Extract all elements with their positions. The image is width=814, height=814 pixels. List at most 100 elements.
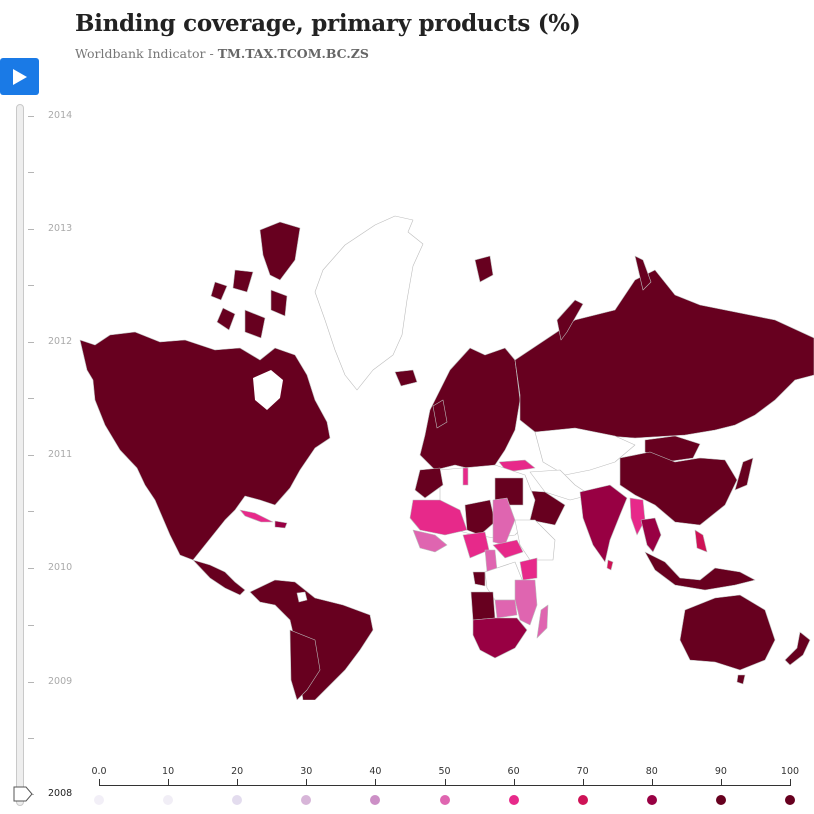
year-slider-track[interactable] xyxy=(16,104,24,806)
country-india xyxy=(579,484,628,563)
legend-tick xyxy=(168,779,170,785)
year-minor-tick xyxy=(28,398,34,399)
legend-color-swatch xyxy=(439,795,450,805)
country-japan xyxy=(734,457,754,491)
subtitle-prefix: Worldbank Indicator - xyxy=(75,46,218,61)
legend-tick xyxy=(651,779,653,785)
country-egypt xyxy=(494,477,524,506)
year-minor-tick xyxy=(28,172,34,173)
legend-color-swatch xyxy=(94,795,104,805)
legend-tick-label: 80 xyxy=(645,766,658,777)
legend-color-swatch xyxy=(785,795,795,805)
year-label-2010[interactable]: 2010 xyxy=(48,562,73,573)
legend-tick xyxy=(582,779,584,785)
country-west-africa-mixed xyxy=(412,529,448,553)
country-tunisia xyxy=(462,467,469,486)
year-tick xyxy=(28,116,34,117)
year-minor-tick xyxy=(28,625,34,626)
country-indonesia xyxy=(644,551,756,591)
legend-tick xyxy=(99,779,100,785)
legend-tick xyxy=(237,779,239,785)
country-philippines xyxy=(694,529,708,553)
country-car xyxy=(492,539,524,559)
legend-color-swatch xyxy=(301,795,312,805)
country-hispaniola xyxy=(274,520,288,529)
country-greenland xyxy=(314,215,424,391)
country-novaya-zemlya xyxy=(556,299,584,341)
legend-color-swatch xyxy=(370,795,381,805)
legend-color-swatch xyxy=(163,795,174,805)
country-sri-lanka xyxy=(606,559,614,571)
year-label-2013[interactable]: 2013 xyxy=(48,223,73,234)
country-svalbard xyxy=(474,255,494,283)
legend-tick-label: 90 xyxy=(714,766,727,777)
country-sudan-ethiopia xyxy=(514,519,556,561)
legend-tick-label: 60 xyxy=(507,766,520,777)
play-icon xyxy=(12,68,27,85)
legend-tick-label: 20 xyxy=(231,766,244,777)
country-russia xyxy=(514,269,814,439)
country-chad xyxy=(492,497,516,546)
country-angola xyxy=(470,591,496,621)
legend-color-swatch xyxy=(577,795,588,805)
legend-tick-label: 100 xyxy=(780,766,800,777)
legend-axis-line xyxy=(99,785,791,786)
legend-color-swatch xyxy=(508,795,519,805)
play-button[interactable] xyxy=(0,58,39,95)
legend-tick-label: 70 xyxy=(576,766,589,777)
country-kenya xyxy=(519,557,538,581)
legend-color-swatch xyxy=(646,795,657,805)
legend-tick-label: 30 xyxy=(300,766,313,777)
year-minor-tick xyxy=(28,738,34,739)
legend-tick-label: 50 xyxy=(438,766,451,777)
country-iceland xyxy=(394,369,418,387)
country-southern-africa xyxy=(472,617,528,659)
legend-tick xyxy=(306,779,308,785)
country-australia xyxy=(679,594,776,671)
country-russia-north-islands xyxy=(634,255,652,291)
year-label-2008[interactable]: 2008 xyxy=(48,788,73,799)
country-south-america-south xyxy=(289,629,321,700)
year-slider-handle[interactable] xyxy=(12,786,34,804)
year-label-2009[interactable]: 2009 xyxy=(48,676,73,687)
country-thailand xyxy=(640,517,662,553)
page-title: Binding coverage, primary products (%) xyxy=(75,10,581,37)
legend-tick-label: 0.0 xyxy=(91,766,107,777)
country-uk xyxy=(432,399,448,429)
year-minor-tick xyxy=(28,511,34,512)
country-north-america xyxy=(79,331,331,561)
country-niger xyxy=(464,499,496,536)
country-gabon xyxy=(472,571,486,587)
legend-color-swatch xyxy=(715,795,726,805)
legend-tick xyxy=(720,779,722,785)
country-europe xyxy=(419,347,521,471)
year-tick xyxy=(28,455,34,456)
country-zambia xyxy=(494,599,518,619)
world-map[interactable] xyxy=(75,200,814,700)
country-china xyxy=(619,451,738,526)
legend-tick xyxy=(375,779,377,785)
year-label-2014[interactable]: 2014 xyxy=(48,110,73,121)
country-cuba xyxy=(239,509,274,523)
legend-tick-label: 40 xyxy=(369,766,382,777)
country-tasmania xyxy=(736,674,746,685)
year-tick xyxy=(28,342,34,343)
country-new-zealand xyxy=(784,631,811,666)
indicator-code: TM.TAX.TCOM.BC.ZS xyxy=(217,46,369,61)
legend-tick-label: 10 xyxy=(162,766,175,777)
year-label-2011[interactable]: 2011 xyxy=(48,449,73,460)
country-mauritania-mali xyxy=(409,499,468,536)
year-minor-tick xyxy=(28,285,34,286)
page-subtitle: Worldbank Indicator - TM.TAX.TCOM.BC.ZS xyxy=(75,46,369,61)
country-madagascar xyxy=(536,604,549,639)
legend-tick xyxy=(444,779,446,785)
country-central-asia xyxy=(534,427,636,476)
year-tick xyxy=(28,568,34,569)
legend-tick xyxy=(790,779,791,785)
country-canada-arctic xyxy=(210,221,301,339)
country-central-america xyxy=(192,559,246,596)
country-myanmar xyxy=(629,497,646,536)
year-label-2012[interactable]: 2012 xyxy=(48,336,73,347)
legend-color-swatch xyxy=(232,795,243,805)
country-french-guiana xyxy=(296,591,308,603)
